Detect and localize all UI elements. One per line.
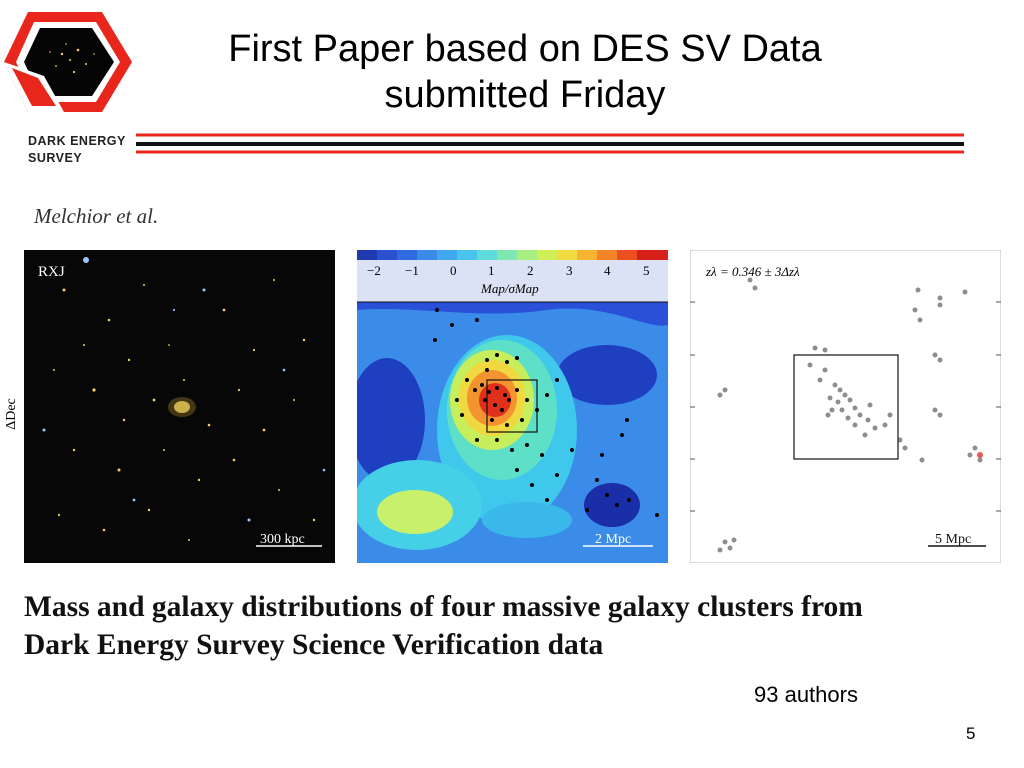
authors-count: 93 authors [754,682,858,707]
colorbar-tick: 3 [566,263,573,278]
panel1-label: RXJ [38,264,65,280]
blue-stars [42,257,326,522]
logo-inner-hexagon [24,28,114,96]
page-number: 5 [966,724,976,743]
logo-line-2: SURVEY [28,151,83,165]
colorbar-label: Map/σMap [480,281,539,296]
panel-galaxy-distribution: zλ = 0.346 ± 3Δzλ 5 Mpc [690,250,1001,563]
galaxy-points [717,277,983,553]
bcg-galaxy [174,401,190,413]
logo-red-corner [12,68,56,106]
galaxy-points [433,308,659,517]
y-axis-label: ΔDec [4,398,19,430]
logo-line-1: DARK ENERGY [28,134,126,148]
colorbar-tick: 1 [488,263,495,278]
logo-wordmark: DARK ENERGY SURVEY [28,133,126,167]
aperture-box [793,354,899,460]
header-rules [136,133,964,154]
citation: Melchior et al. [34,204,159,228]
panel-mass-map: −2 −1 0 1 2 3 4 5 Map/σMap 2 Mpc [357,250,668,563]
panel2-scale-label: 2 Mpc [595,532,631,547]
slide-title-line-1: First Paper based on DES SV Data [228,28,822,70]
paper-title: Mass and galaxy distributions of four ma… [24,588,1014,664]
des-logo [4,12,132,112]
panel3-scale-label: 5 Mpc [935,532,971,547]
slide-title: First Paper based on DES SV Data submitt… [150,26,900,118]
panel1-scale-label: 300 kpc [260,532,305,547]
panel-optical-image: RXJ 300 kpc [24,250,335,563]
slide-title-line-2: submitted Friday [384,74,666,116]
colorbar: −2 −1 0 1 2 3 4 5 Map/σMap [357,250,668,303]
paper-title-line-1: Mass and galaxy distributions of four ma… [24,591,863,623]
star-field [53,279,316,541]
colorbar-tick: −2 [367,263,381,278]
paper-title-line-2: Dark Energy Survey Science Verification … [24,629,604,661]
colorbar-tick: 5 [643,263,650,278]
colorbar-tick: 4 [604,263,611,278]
aperture-box [486,379,538,433]
colorbar-tick: −1 [405,263,419,278]
colorbar-tick: 2 [527,263,534,278]
panel3-label: zλ = 0.346 ± 3Δzλ [705,264,800,279]
axis-ticks [690,301,1001,512]
colorbar-tick: 0 [450,263,457,278]
